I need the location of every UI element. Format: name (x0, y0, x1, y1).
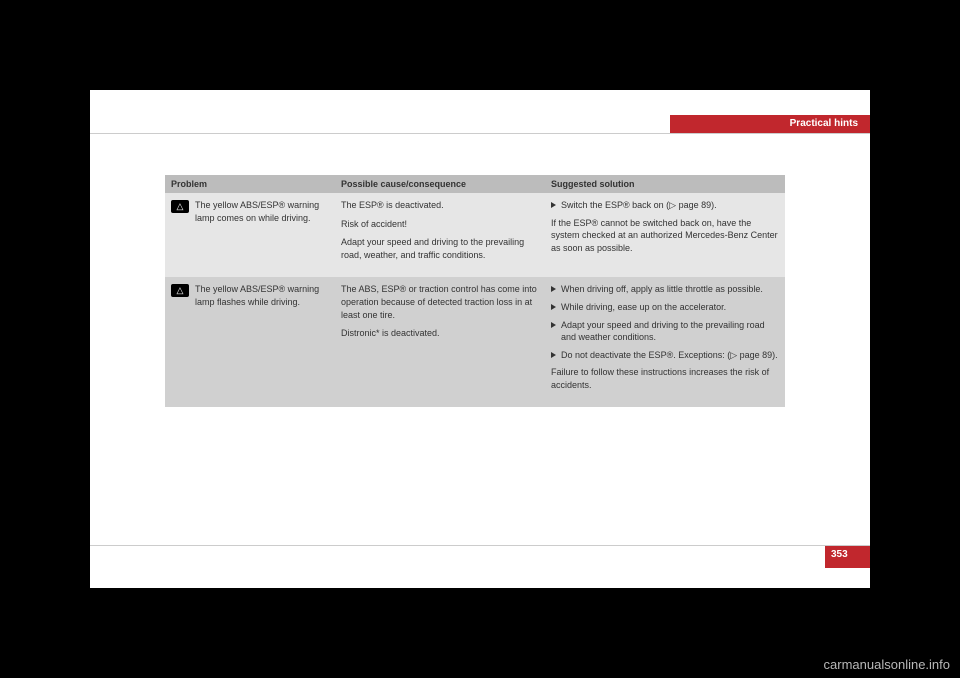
bullet-icon (551, 352, 556, 358)
cell-solution: Switch the ESP® back on (▷ page 89). If … (545, 193, 785, 277)
warning-lamp-icon (171, 200, 189, 213)
table-row: The yellow ABS/ESP® warning lamp flashes… (165, 277, 785, 406)
cause-line: Adapt your speed and driving to the prev… (341, 236, 539, 261)
header-cause: Possible cause/consequence (335, 175, 545, 193)
bullet-icon (551, 322, 556, 328)
section-tab: Practical hints (670, 115, 870, 133)
solution-note: Failure to follow these instructions inc… (551, 366, 779, 391)
solution-bullet: While driving, ease up on the accelerato… (551, 301, 779, 314)
solution-text: When driving off, apply as little thrott… (561, 283, 763, 296)
header-divider (90, 133, 870, 134)
page-number: 353 (831, 549, 848, 560)
problem-text: The yellow ABS/ESP® warning lamp comes o… (195, 199, 329, 224)
header-solution: Suggested solution (545, 175, 785, 193)
solution-text: While driving, ease up on the accelerato… (561, 301, 726, 314)
table-header-row: Problem Possible cause/consequence Sugge… (165, 175, 785, 193)
problem-text: The yellow ABS/ESP® warning lamp flashes… (195, 283, 329, 308)
solution-bullet: Do not deactivate the ESP®. Exceptions: … (551, 349, 779, 362)
solution-bullet: Adapt your speed and driving to the prev… (551, 319, 779, 344)
cause-line: Distronic* is deactivated. (341, 327, 539, 340)
bullet-icon (551, 202, 556, 208)
header-problem: Problem (165, 175, 335, 193)
solution-text: Adapt your speed and driving to the prev… (561, 319, 779, 344)
solution-text: Do not deactivate the ESP®. Exceptions: … (561, 349, 778, 362)
bullet-icon (551, 304, 556, 310)
solution-bullet: Switch the ESP® back on (▷ page 89). (551, 199, 779, 212)
solution-text: Switch the ESP® back on (▷ page 89). (561, 199, 717, 212)
watermark-text: carmanualsonline.info (824, 657, 950, 672)
cause-line: The ESP® is deactivated. (341, 199, 539, 212)
cause-line: Risk of accident! (341, 218, 539, 231)
manual-page: Practical hints Problem Possible cause/c… (90, 90, 870, 588)
section-title: Practical hints (790, 118, 858, 129)
cell-solution: When driving off, apply as little thrott… (545, 277, 785, 406)
cause-line: The ABS, ESP® or traction control has co… (341, 283, 539, 321)
bullet-icon (551, 286, 556, 292)
cell-cause: The ESP® is deactivated. Risk of acciden… (335, 193, 545, 277)
cell-cause: The ABS, ESP® or traction control has co… (335, 277, 545, 406)
troubleshooting-table: Problem Possible cause/consequence Sugge… (165, 175, 785, 407)
footer-divider (90, 545, 870, 546)
solution-bullet: When driving off, apply as little thrott… (551, 283, 779, 296)
cell-problem: The yellow ABS/ESP® warning lamp flashes… (165, 277, 335, 406)
cell-problem: The yellow ABS/ESP® warning lamp comes o… (165, 193, 335, 277)
warning-lamp-icon (171, 284, 189, 297)
solution-note: If the ESP® cannot be switched back on, … (551, 217, 779, 255)
page-number-tab: 353 (825, 546, 870, 568)
table-row: The yellow ABS/ESP® warning lamp comes o… (165, 193, 785, 277)
